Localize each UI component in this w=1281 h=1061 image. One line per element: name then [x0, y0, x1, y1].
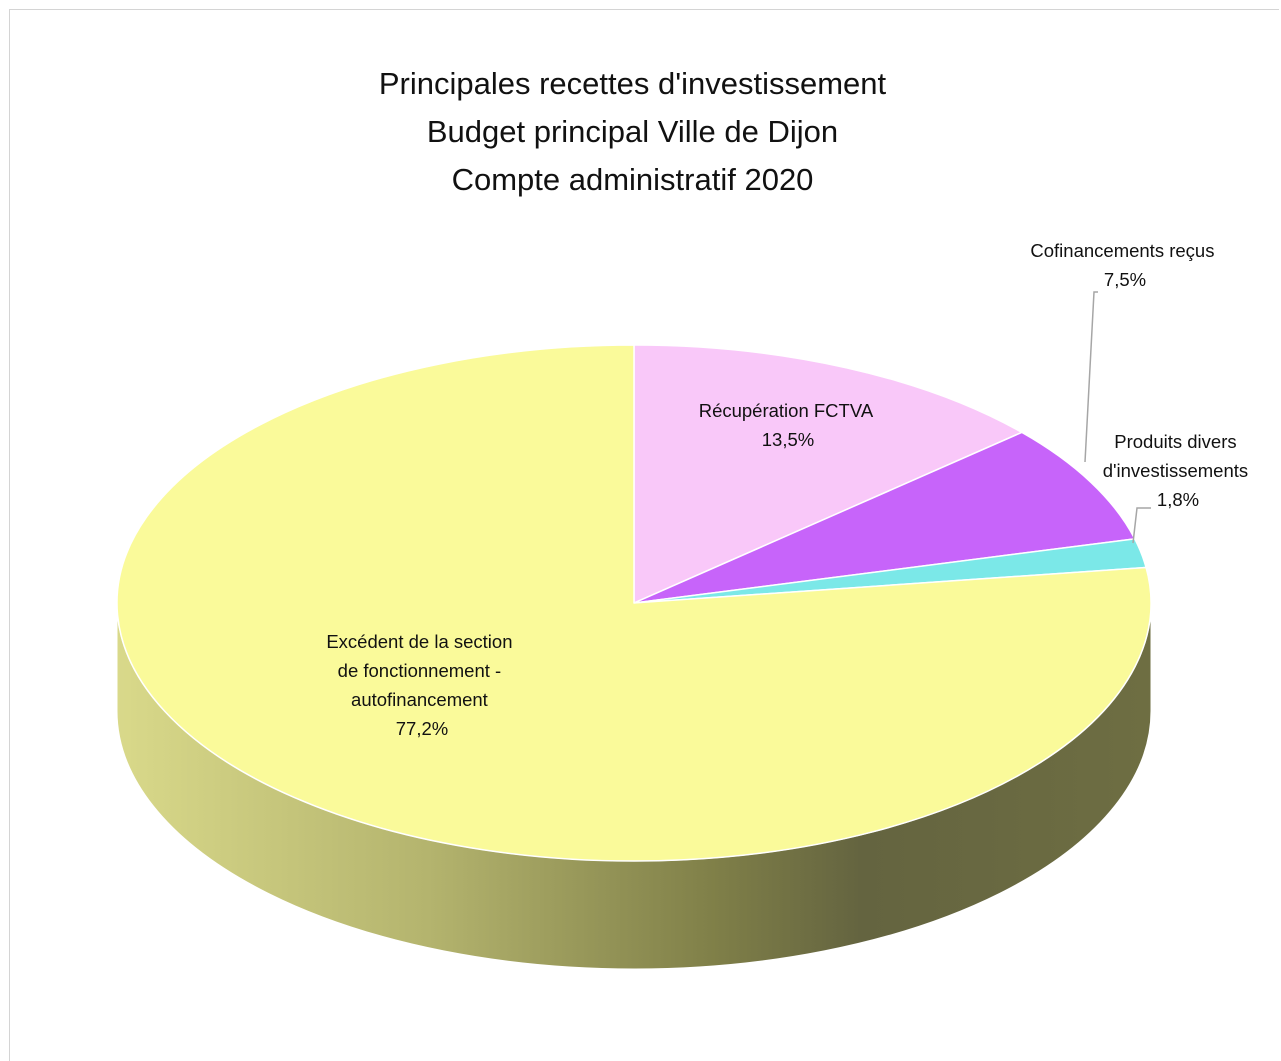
chart-title: Principales recettes d'investissement Bu…: [10, 60, 1255, 204]
pie-slice-recuperation-fctva[interactable]: [633, 344, 1023, 604]
leader-line-produits-divers: [1132, 507, 1151, 544]
title-line-3: Compte administratif 2020: [451, 162, 814, 197]
data-label-fctva: Récupération FCTVA 13,5%: [699, 400, 878, 450]
data-labels: Récupération FCTVA 13,5% Cofinancements …: [326, 240, 1254, 739]
pie-slice-cofinancements-recus[interactable]: [633, 431, 1136, 604]
leader-lines: [1084, 291, 1151, 544]
data-label-cofinancements: Cofinancements reçus 7,5%: [1030, 240, 1219, 290]
title-line-2: Budget principal Ville de Dijon: [426, 114, 839, 149]
leader-line-cofinancements: [1084, 291, 1098, 463]
pie-slice-excedent-de-la-section-de-fonctionnement[interactable]: [116, 344, 1152, 862]
title-line-1: Principales recettes d'investissement: [378, 66, 887, 101]
data-label-produits-divers: Produits divers d'investissements 1,8%: [1103, 431, 1254, 510]
pie-slices: [116, 344, 1152, 862]
data-label-excedent: Excédent de la section de fonctionnement…: [326, 631, 517, 739]
